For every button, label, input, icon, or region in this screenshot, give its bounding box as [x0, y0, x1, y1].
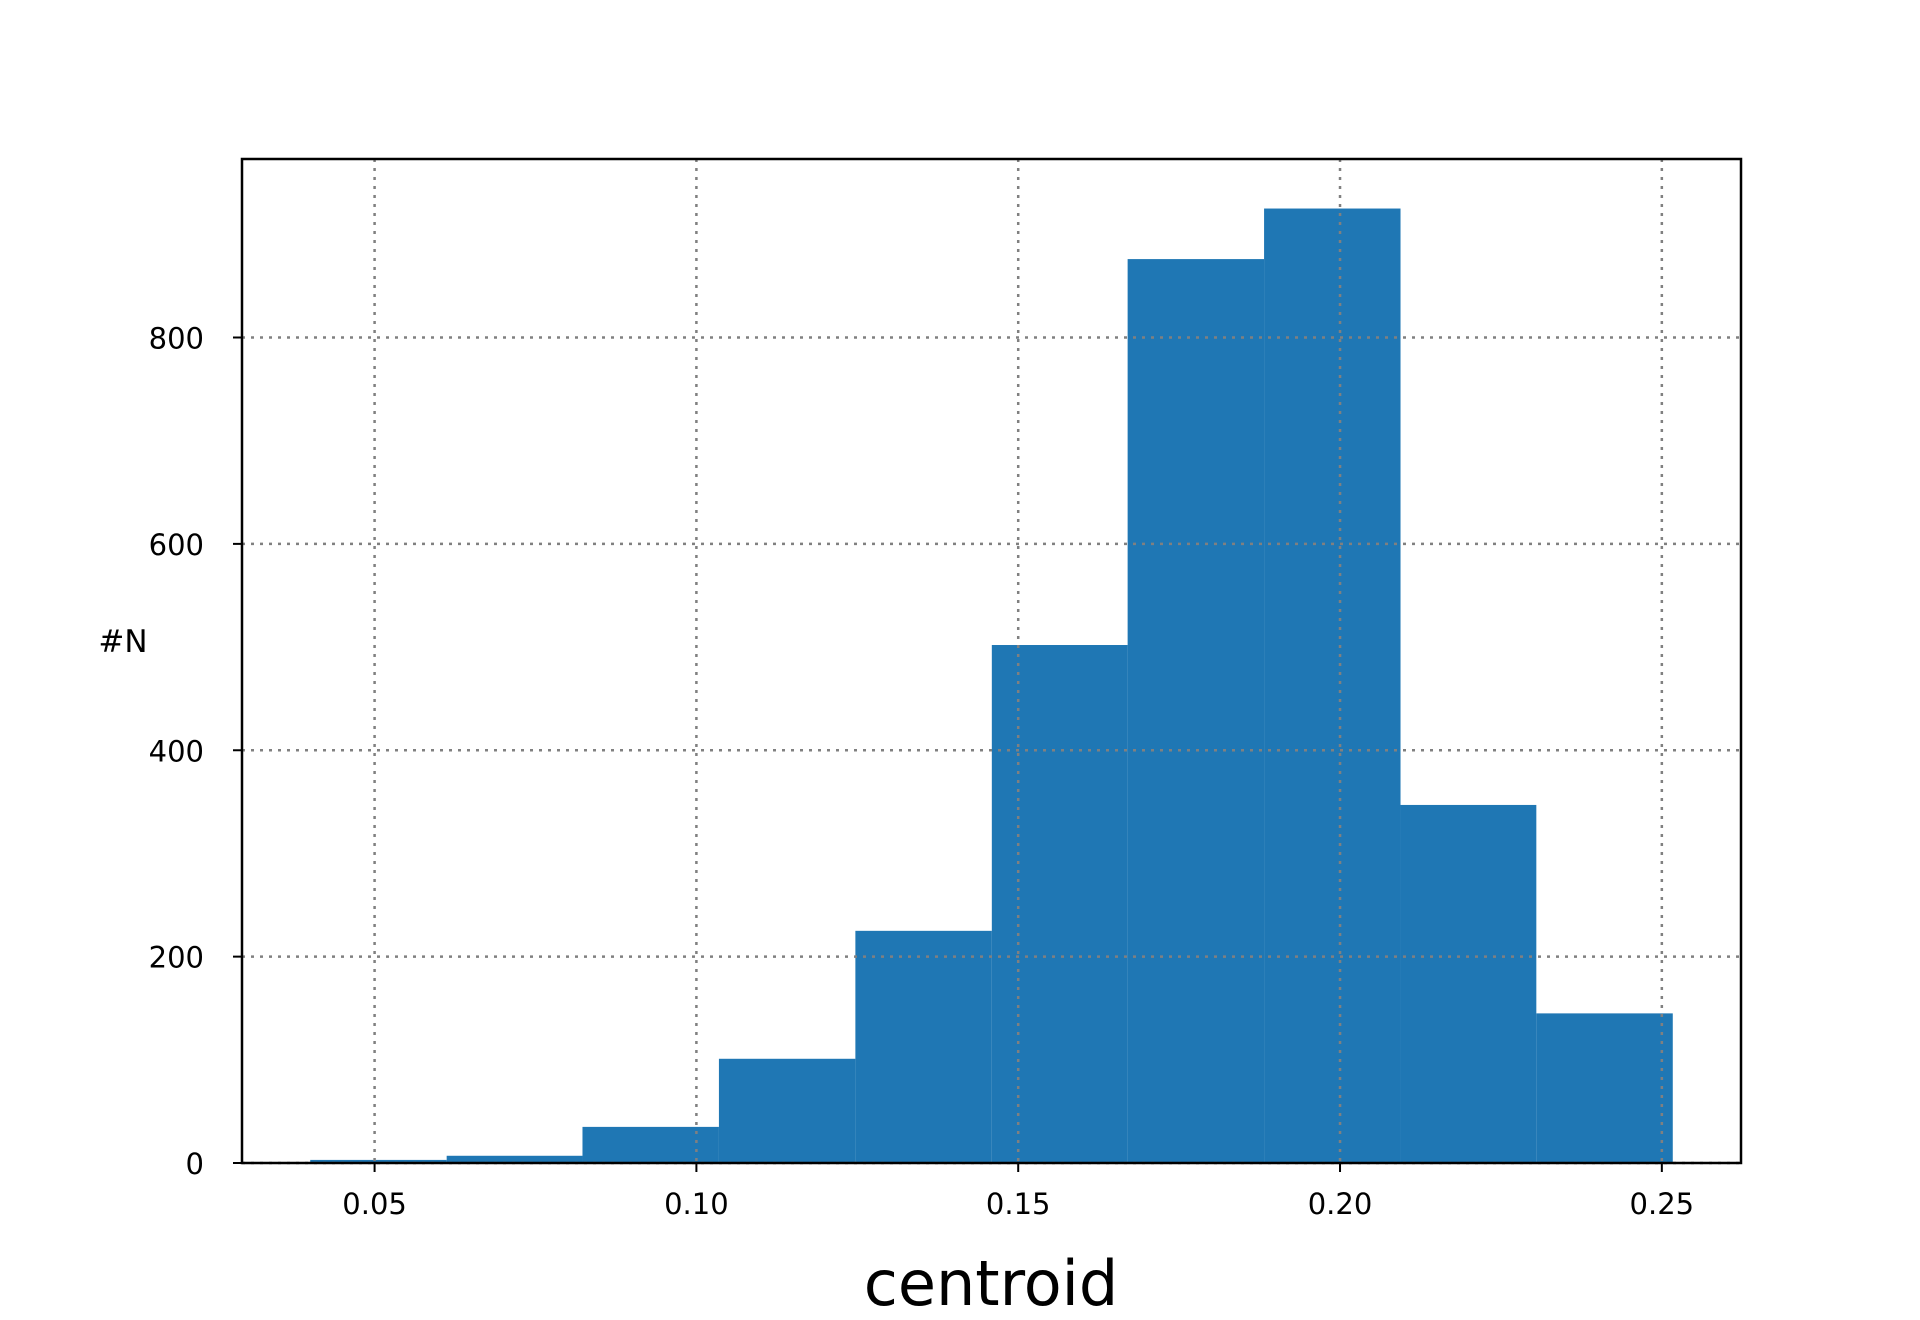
histogram-bar: [446, 1155, 583, 1163]
x-axis-ticks: 0.05 0.10 0.15 0.20 0.25: [342, 1163, 1694, 1221]
x-tick-label: 0.10: [664, 1187, 729, 1221]
x-tick-label: 0.05: [342, 1187, 407, 1221]
histogram-bar: [582, 1126, 719, 1163]
histogram-bars: [310, 208, 1673, 1163]
y-axis-ticks: 0 200 400 600 800: [149, 322, 242, 1181]
y-tick-label: 200: [149, 941, 204, 975]
x-axis-title: centroid: [864, 1247, 1118, 1320]
histogram-bar: [991, 645, 1128, 1163]
y-tick-label: 800: [149, 322, 204, 356]
x-tick-label: 0.15: [986, 1187, 1051, 1221]
plot-frame: [240, 157, 1743, 1165]
histogram-bar: [1400, 804, 1537, 1163]
histogram-bar: [855, 930, 992, 1163]
y-axis-title: #N: [98, 624, 147, 660]
histogram-bar: [1536, 1013, 1673, 1163]
x-tick-label: 0.20: [1308, 1187, 1373, 1221]
y-tick-label: 600: [149, 528, 204, 562]
histogram-bar: [1264, 208, 1401, 1163]
histogram-bar: [1127, 259, 1265, 1163]
histogram-bar: [718, 1058, 856, 1163]
x-tick-label: 0.25: [1630, 1187, 1695, 1221]
histogram-bar: [310, 1159, 447, 1163]
y-tick-label: 400: [149, 734, 204, 768]
y-tick-label: 0: [186, 1147, 204, 1181]
